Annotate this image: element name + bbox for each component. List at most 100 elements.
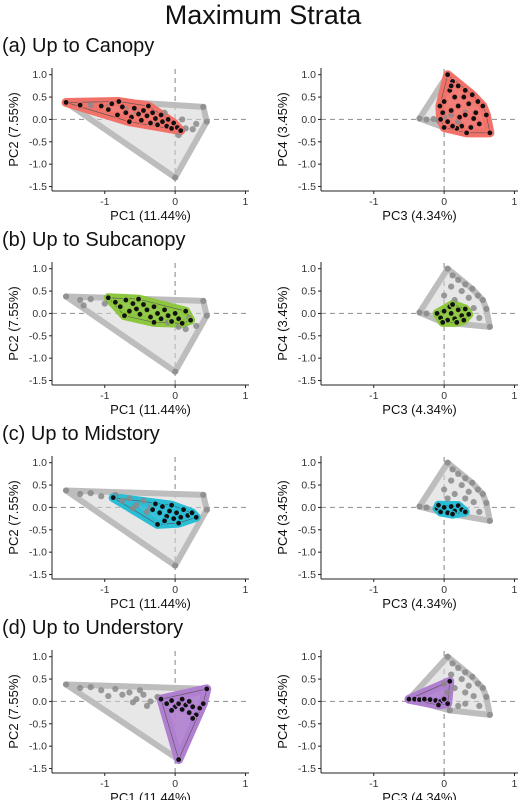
highlight-point <box>175 755 183 764</box>
y-tick-label: 1.0 <box>32 69 47 81</box>
highlight-point <box>157 111 165 119</box>
highlight-point <box>447 82 455 90</box>
grey-point <box>143 508 151 516</box>
y-tick-label: 1.0 <box>32 263 47 275</box>
highlight-point <box>168 696 176 705</box>
y-tick-label: -1.5 <box>29 763 47 775</box>
x-tick-label: 0 <box>441 196 447 208</box>
grey-point <box>451 684 458 692</box>
x-axis-label: PC3 (4.34%) <box>382 208 456 223</box>
grey-point <box>62 487 70 494</box>
x-tick-label: 1 <box>243 778 249 790</box>
grey-point <box>449 466 456 473</box>
y-tick-label: 0.5 <box>32 92 47 104</box>
grey-point <box>479 490 486 498</box>
highlight-point <box>153 520 162 529</box>
y-tick-label: -1.5 <box>29 375 47 387</box>
y-tick-label: -1.5 <box>298 763 316 775</box>
grey-point <box>119 497 126 504</box>
y-tick-label: 0.5 <box>301 286 316 298</box>
grey-point <box>62 681 70 688</box>
x-axis-label: PC1 (11.44%) <box>110 208 191 223</box>
panel-d-pc3-pc4: -1.5 -1.0 -0.5 0.0 0.5 1.0 -1 0 1 PC3 (4.34%) PC4 … <box>275 650 518 800</box>
highlight-point <box>97 102 105 110</box>
highlight-point <box>120 312 129 320</box>
grey-point <box>451 490 458 498</box>
grey-point <box>465 682 472 689</box>
grey-point <box>449 272 456 279</box>
y-tick-label: 0.0 <box>32 502 47 514</box>
highlight-point <box>448 300 457 309</box>
grey-point <box>462 689 469 696</box>
y-tick-label: 0.5 <box>301 674 316 686</box>
y-tick-label: 0.0 <box>301 696 316 708</box>
highlight-point <box>453 318 461 326</box>
grey-point <box>136 687 144 694</box>
y-tick-label: -1.0 <box>29 547 47 559</box>
highlight-point <box>199 700 207 708</box>
grey-point <box>112 685 119 693</box>
panel-c-pc1-pc2: (c) Up to Midstory -1.5 -1.0 -0.5 0.0 0.5 1.0 -… <box>2 423 249 611</box>
panel-a-pc3-pc4: -1.5 -1.0 -0.5 0.0 0.5 1.0 -1 0 1 PC3 (4.34%) PC4 … <box>275 68 518 223</box>
grey-point <box>448 477 455 484</box>
grey-point <box>444 653 451 660</box>
highlight-point <box>151 114 160 123</box>
x-tick-label: 0 <box>172 390 178 402</box>
y-tick-label: -1.5 <box>298 181 316 193</box>
grey-point <box>147 698 154 705</box>
grey-point <box>143 702 151 710</box>
x-tick-label: 1 <box>512 390 518 402</box>
y-tick-label: 0.0 <box>32 308 47 320</box>
highlight-point <box>470 114 478 123</box>
grey-point <box>172 174 179 181</box>
grey-point <box>449 660 456 667</box>
grey-point <box>179 116 186 123</box>
highlight-point <box>157 695 165 703</box>
y-tick-label: -1.0 <box>298 741 316 753</box>
highlight-point <box>465 310 473 318</box>
highlight-point <box>175 519 183 527</box>
grey-point <box>479 296 486 304</box>
grey-point <box>476 702 483 710</box>
grey-point <box>203 312 210 319</box>
x-tick-label: 1 <box>243 390 249 402</box>
y-tick-label: 0.5 <box>301 480 316 492</box>
grey-point <box>474 292 481 299</box>
grey-point <box>469 673 476 680</box>
grey-point <box>105 692 112 700</box>
highlight-point <box>149 109 157 117</box>
grey-point <box>458 675 465 683</box>
y-tick-label: -1.5 <box>298 375 316 387</box>
grey-point <box>462 281 469 288</box>
grey-point <box>455 470 462 477</box>
grey-point <box>416 503 423 510</box>
grey-point <box>441 486 448 493</box>
x-tick-label: -1 <box>100 584 109 596</box>
grey-point <box>476 314 483 322</box>
grey-point <box>172 368 179 375</box>
highlight-point <box>171 309 179 318</box>
highlight-point <box>475 120 483 128</box>
highlight-point <box>170 515 178 523</box>
highlight-point <box>188 509 196 517</box>
y-tick-label: 0.0 <box>32 114 47 126</box>
grey-point <box>200 491 207 499</box>
highlight-point <box>439 109 447 117</box>
highlight-point <box>486 129 494 137</box>
x-tick-label: 0 <box>441 584 447 596</box>
grey-point <box>446 707 453 714</box>
grey-point <box>430 115 437 123</box>
highlight-point <box>143 112 151 120</box>
panel-b-pc1-pc2: (b) Up to Subcanopy -1.5 -1.0 -0.5 0.0 0.5 1.0… <box>2 229 249 417</box>
highlight-point <box>144 102 152 110</box>
x-axis-label: PC3 (4.34%) <box>382 402 456 417</box>
highlight-point <box>446 677 454 685</box>
y-tick-label: -0.5 <box>298 718 316 730</box>
highlight-point <box>177 127 185 135</box>
grey-point <box>193 322 200 330</box>
grey-point <box>80 302 87 309</box>
y-tick-label: 1.0 <box>301 651 316 663</box>
highlight-point <box>139 300 148 309</box>
highlight-point <box>461 86 469 94</box>
